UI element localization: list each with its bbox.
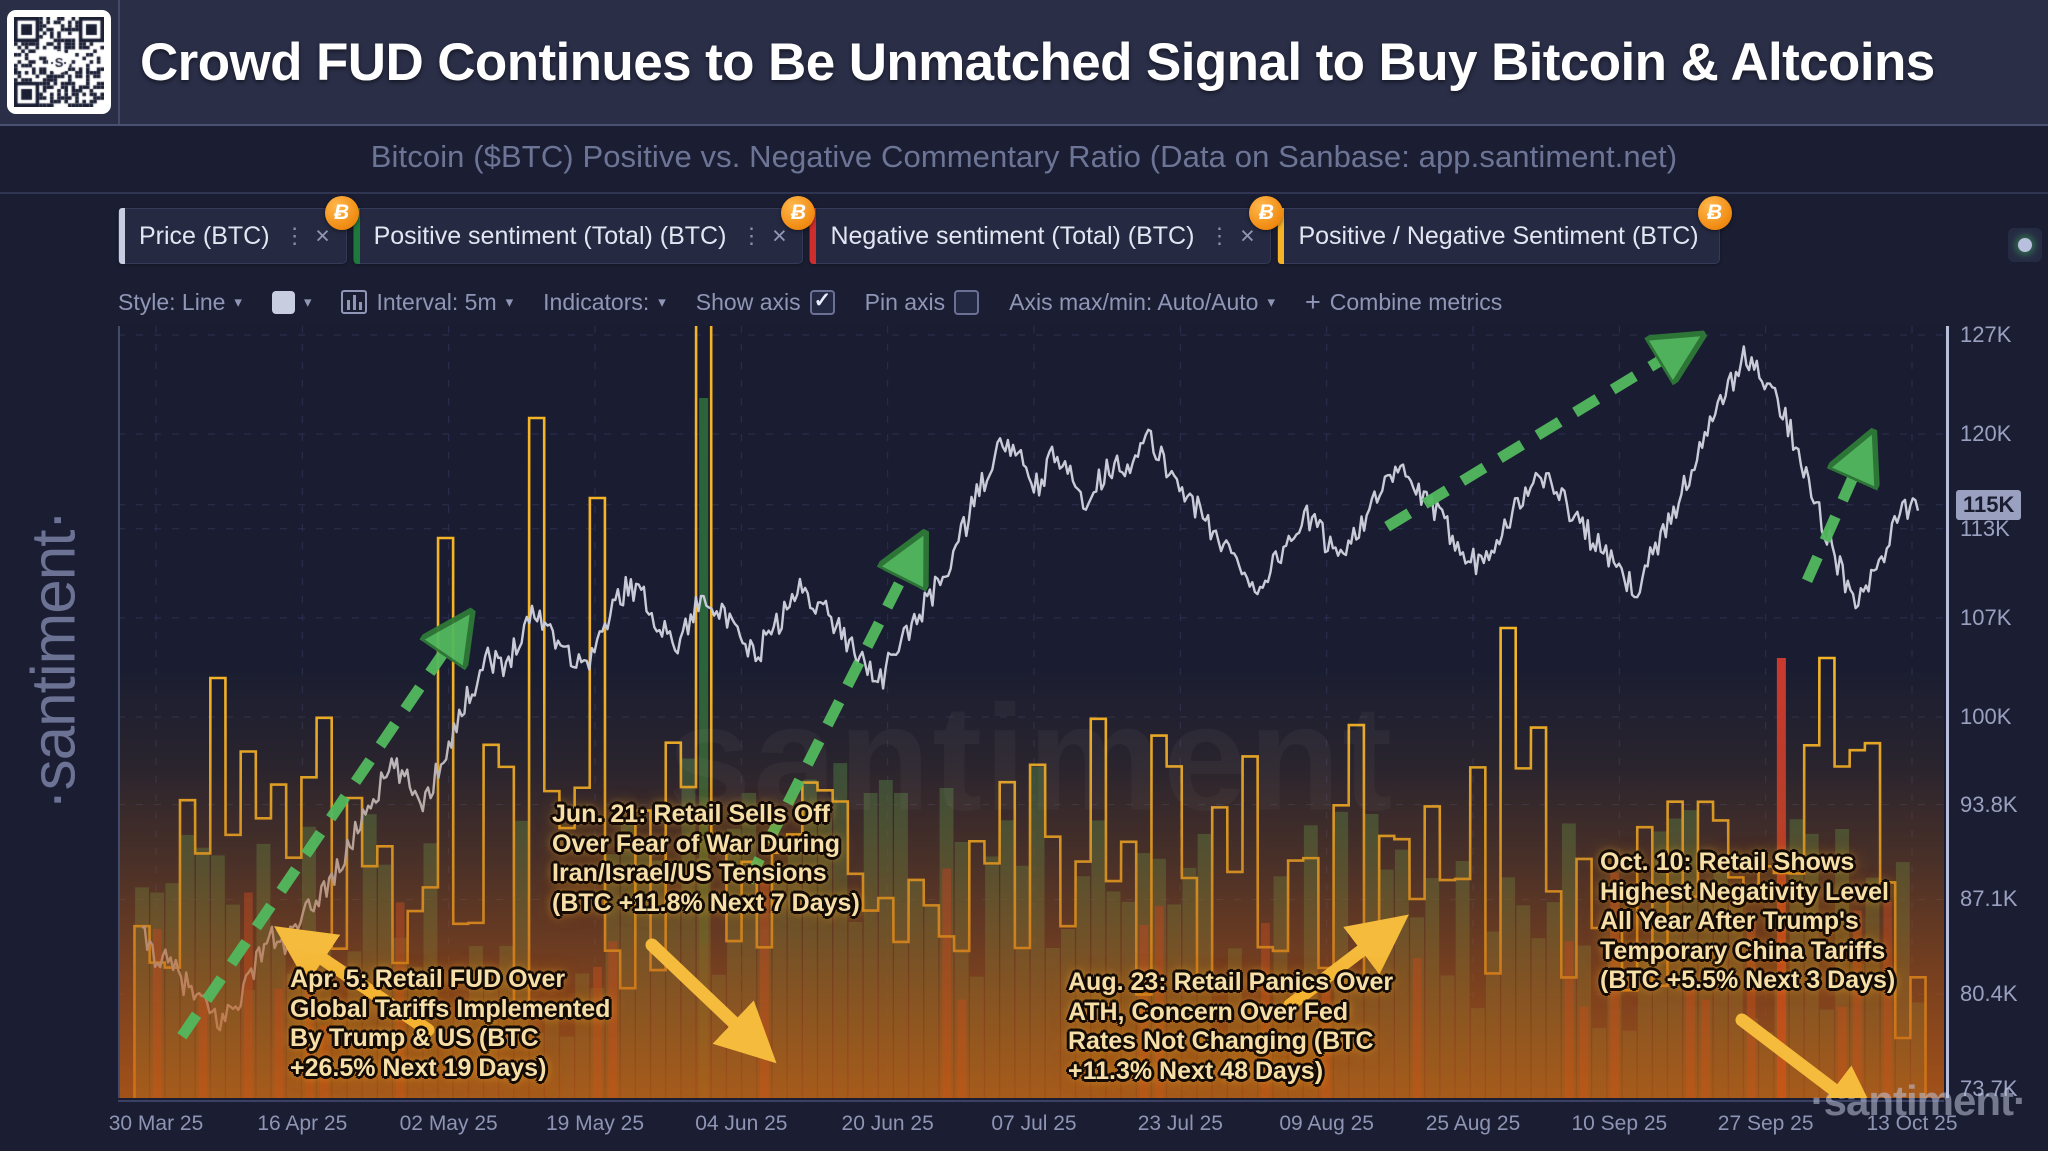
- annotation-arrow-2: [1283, 914, 1409, 1012]
- x-axis-tick: 27 Sep 25: [1717, 1112, 1814, 1135]
- annotation-arrow-1: [645, 938, 777, 1064]
- chevron-down-icon: ▾: [303, 294, 312, 311]
- trend-arrow-3: [1802, 457, 1862, 583]
- metric-chips-row: Price (BTC) ⋮ × Ƀ Positive sentiment (Total)…: [118, 196, 1732, 267]
- metric-chip-color-bar: [119, 208, 125, 264]
- x-axis-tick: 13 Oct 25: [1866, 1112, 1958, 1135]
- interval-icon: [341, 290, 368, 314]
- x-axis-tick: 20 Jun 25: [841, 1112, 934, 1135]
- metric-chip-close-icon[interactable]: ×: [772, 221, 787, 250]
- combine-metrics-label: Combine metrics: [1329, 288, 1503, 315]
- header-rule: [0, 124, 2048, 126]
- chevron-down-icon: ▾: [234, 294, 242, 311]
- x-axis-line: [118, 1100, 1944, 1102]
- pin-axis-toggle[interactable]: Pin axis: [865, 289, 980, 316]
- chart-settings-bar: Style: Line ▾ ▾ Interval: 5m ▾ Indicator…: [118, 281, 1532, 323]
- style-dropdown-label: Style: Line: [118, 288, 226, 315]
- combine-metrics-button[interactable]: + Combine metrics: [1304, 286, 1503, 317]
- bitcoin-badge-icon: Ƀ: [1697, 196, 1732, 230]
- qr-code-container[interactable]: [0, 0, 118, 124]
- metric-chip-label: Negative sentiment (Total) (BTC): [830, 221, 1195, 250]
- trend-arrow-1: [743, 558, 912, 885]
- axis-minmax-label: Axis max/min: Auto/Auto: [1009, 288, 1259, 315]
- bitcoin-badge-icon: Ƀ: [1249, 196, 1284, 230]
- style-dropdown[interactable]: Style: Line ▾: [118, 289, 242, 316]
- metric-chip-2[interactable]: Negative sentiment (Total) (BTC) ⋮ × Ƀ: [809, 196, 1284, 264]
- metric-chip-close-icon[interactable]: ×: [1240, 221, 1255, 250]
- metric-chip-label: Positive sentiment (Total) (BTC): [373, 221, 727, 250]
- x-axis-tick: 25 Aug 25: [1425, 1112, 1521, 1135]
- x-axis-tick: 19 May 25: [545, 1112, 645, 1135]
- x-axis-tick: 16 Apr 25: [257, 1112, 348, 1135]
- x-axis-tick: 07 Jul 25: [991, 1112, 1077, 1135]
- y-axis-tick: 80.4K: [1960, 981, 2018, 1007]
- metric-chip-3[interactable]: Positive / Negative Sentiment (BTC) Ƀ: [1277, 196, 1732, 264]
- indicators-dropdown-label: Indicators:: [543, 288, 650, 315]
- annotation-arrow-3: [1735, 1013, 1881, 1098]
- metric-chip-color-bar: [810, 208, 817, 264]
- metric-chip-label: Price (BTC): [139, 221, 270, 250]
- annotation-arrow-0: [273, 926, 435, 1037]
- chart-plot-area[interactable]: santiment: [118, 326, 1944, 1098]
- x-axis-tick: 10 Sep 25: [1571, 1112, 1668, 1135]
- side-watermark: ·santiment·: [19, 510, 89, 810]
- plus-icon: +: [1304, 286, 1321, 317]
- show-axis-checkbox[interactable]: [809, 288, 835, 315]
- y-axis-tick: 93.8K: [1960, 791, 2018, 817]
- qr-code-image: [14, 17, 104, 107]
- chevron-down-icon: ▾: [658, 294, 666, 311]
- metric-chip-menu-icon[interactable]: ⋮: [740, 223, 763, 248]
- x-axis-tick: 30 Mar 25: [108, 1112, 204, 1135]
- x-axis-tick: 04 Jun 25: [695, 1112, 788, 1135]
- page-header: Crowd FUD Continues to Be Unmatched Sign…: [0, 0, 2048, 124]
- y-axis-tick: 87.1K: [1960, 886, 2018, 912]
- live-status-icon[interactable]: [2008, 228, 2042, 262]
- x-axis-tick: 23 Jul 25: [1137, 1112, 1223, 1135]
- y-axis-tick: 115K: [1956, 489, 2022, 520]
- metric-chip-color-bar: [1278, 208, 1285, 264]
- chevron-down-icon: ▾: [1267, 294, 1275, 311]
- chart-overlay-canvas: [177, 326, 1881, 1098]
- x-axis: 30 Mar 25 16 Apr 25 02 May 25 19 May 25 04 J…: [109, 1100, 1958, 1151]
- bitcoin-badge-icon: Ƀ: [324, 196, 359, 230]
- pin-axis-label: Pin axis: [864, 288, 946, 315]
- show-axis-label: Show axis: [695, 288, 801, 315]
- metric-chip-color-bar: [353, 208, 360, 264]
- y-axis-line: [1946, 326, 1949, 1098]
- subtitle-rule: [0, 192, 2048, 194]
- y-axis: 127K 120K 115K 113K 107K 100K 93.8K 87.1K 80.4K 7…: [1944, 322, 2048, 1101]
- interval-dropdown-label: Interval: 5m: [376, 288, 497, 315]
- show-axis-toggle[interactable]: Show axis: [695, 288, 835, 316]
- indicators-dropdown[interactable]: Indicators: ▾: [543, 289, 666, 316]
- chevron-down-icon: ▾: [505, 294, 514, 311]
- y-axis-tick: 120K: [1960, 421, 2012, 447]
- qr-code[interactable]: [7, 10, 111, 114]
- metric-chip-label: Positive / Negative Sentiment (BTC): [1298, 221, 1699, 250]
- metric-chip-menu-icon[interactable]: ⋮: [1208, 223, 1231, 248]
- trend-arrow-2: [1384, 349, 1679, 532]
- color-swatch-icon: [271, 290, 295, 314]
- trend-arrow-0: [177, 635, 456, 1040]
- metric-chip-0[interactable]: Price (BTC) ⋮ × Ƀ: [118, 196, 359, 264]
- y-axis-tick: 107K: [1960, 604, 2012, 630]
- metric-chip-1[interactable]: Positive sentiment (Total) (BTC) ⋮ × Ƀ: [352, 196, 816, 264]
- chart-subtitle: Bitcoin ($BTC) Positive vs. Negative Com…: [370, 139, 1678, 174]
- metric-chip-close-icon[interactable]: ×: [315, 221, 330, 250]
- x-axis-tick: 02 May 25: [399, 1112, 498, 1135]
- x-axis-tick: 09 Aug 25: [1279, 1112, 1374, 1135]
- page-title: Crowd FUD Continues to Be Unmatched Sign…: [140, 32, 1935, 92]
- pin-axis-checkbox[interactable]: [954, 289, 980, 315]
- y-axis-tick: 73.7K: [1960, 1076, 2018, 1101]
- header-divider: [118, 0, 120, 124]
- bitcoin-badge-icon: Ƀ: [781, 196, 816, 230]
- color-picker-dropdown[interactable]: ▾: [271, 290, 312, 314]
- metric-chip-menu-icon[interactable]: ⋮: [283, 223, 306, 248]
- interval-dropdown[interactable]: Interval: 5m ▾: [341, 289, 513, 316]
- y-axis-tick: 113K: [1960, 515, 2010, 541]
- y-axis-tick: 127K: [1960, 322, 2012, 347]
- axis-minmax-dropdown[interactable]: Axis max/min: Auto/Auto ▾: [1009, 289, 1275, 316]
- y-axis-tick: 100K: [1960, 703, 2012, 729]
